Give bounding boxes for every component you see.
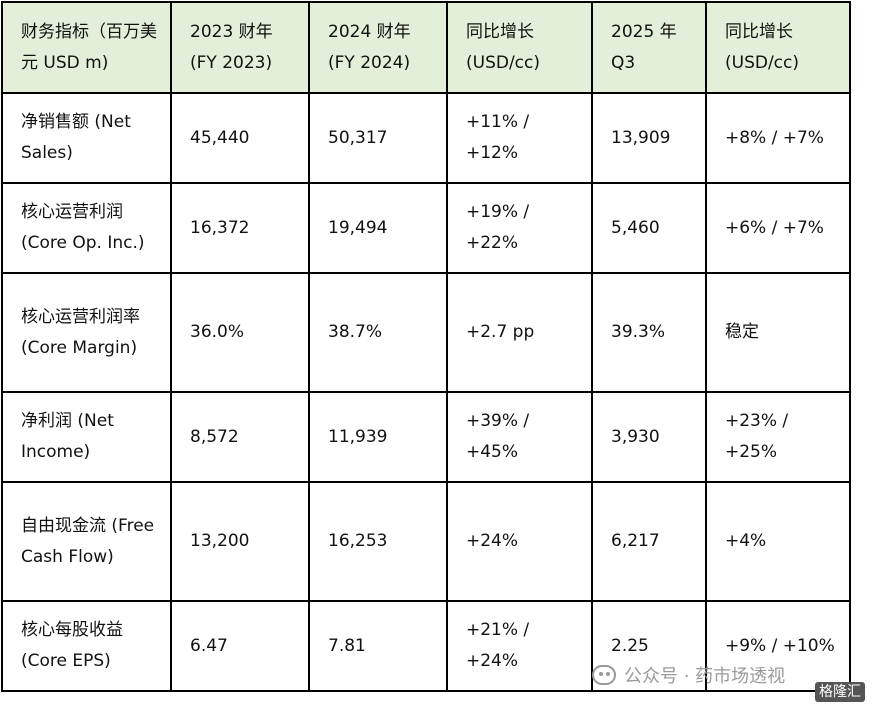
table-row: 净销售额 (Net Sales) 45,440 50,317 +11% / +1… [3, 94, 849, 182]
cell-fy2023: 45,440 [172, 94, 308, 182]
cell-yoy: +24% [448, 483, 591, 600]
row-metric: 净利润 (Net Income) [3, 393, 170, 481]
table-row: 净利润 (Net Income) 8,572 11,939 +39% / +45… [3, 393, 849, 481]
cell-q3-2025: 3,930 [593, 393, 705, 481]
header-q3-2025: 2025 年 Q3 [593, 3, 705, 92]
cell-fy2024: 38.7% [310, 274, 446, 391]
row-metric: 净销售额 (Net Sales) [3, 94, 170, 182]
wechat-icon [592, 665, 616, 685]
watermark-badge: 格隆汇 [815, 682, 865, 702]
row-metric: 核心每股收益 (Core EPS) [3, 602, 170, 690]
cell-q3-yoy: +6% / +7% [707, 184, 849, 272]
table-row: 自由现金流 (Free Cash Flow) 13,200 16,253 +24… [3, 483, 849, 600]
cell-q3-2025: 39.3% [593, 274, 705, 391]
cell-fy2023: 6.47 [172, 602, 308, 690]
header-yoy: 同比增长 (USD/cc) [448, 3, 591, 92]
cell-q3-2025: 6,217 [593, 483, 705, 600]
cell-fy2023: 8,572 [172, 393, 308, 481]
row-metric: 核心运营利润 (Core Op. Inc.) [3, 184, 170, 272]
row-metric: 核心运营利润率 (Core Margin) [3, 274, 170, 391]
cell-fy2024: 11,939 [310, 393, 446, 481]
cell-fy2024: 50,317 [310, 94, 446, 182]
watermark: 公众号 · 药市场透视 [592, 662, 785, 688]
cell-q3-yoy: +23% / +25% [707, 393, 849, 481]
cell-yoy: +39% / +45% [448, 393, 591, 481]
cell-q3-2025: 5,460 [593, 184, 705, 272]
financial-table: 财务指标（百万美元 USD m) 2023 财年 (FY 2023) 2024 … [1, 1, 851, 692]
table-row: 核心运营利润 (Core Op. Inc.) 16,372 19,494 +19… [3, 184, 849, 272]
cell-q3-2025: 13,909 [593, 94, 705, 182]
header-fy2024: 2024 财年 (FY 2024) [310, 3, 446, 92]
row-metric: 自由现金流 (Free Cash Flow) [3, 483, 170, 600]
cell-yoy: +2.7 pp [448, 274, 591, 391]
header-fy2023: 2023 财年 (FY 2023) [172, 3, 308, 92]
cell-fy2024: 19,494 [310, 184, 446, 272]
cell-fy2024: 16,253 [310, 483, 446, 600]
cell-fy2023: 36.0% [172, 274, 308, 391]
cell-q3-yoy: +4% [707, 483, 849, 600]
cell-yoy: +21% / +24% [448, 602, 591, 690]
header-row: 财务指标（百万美元 USD m) 2023 财年 (FY 2023) 2024 … [3, 3, 849, 92]
cell-yoy: +11% / +12% [448, 94, 591, 182]
cell-fy2024: 7.81 [310, 602, 446, 690]
watermark-text: 公众号 · 药市场透视 [624, 666, 786, 687]
cell-q3-yoy: +9% / +10% [707, 602, 849, 690]
header-q3-yoy: 同比增长 (USD/cc) [707, 3, 849, 92]
cell-q3-yoy: 稳定 [707, 274, 849, 391]
table-row: 核心运营利润率 (Core Margin) 36.0% 38.7% +2.7 p… [3, 274, 849, 391]
cell-q3-yoy: +8% / +7% [707, 94, 849, 182]
cell-fy2023: 13,200 [172, 483, 308, 600]
cell-fy2023: 16,372 [172, 184, 308, 272]
cell-yoy: +19% / +22% [448, 184, 591, 272]
header-metric: 财务指标（百万美元 USD m) [3, 3, 170, 92]
